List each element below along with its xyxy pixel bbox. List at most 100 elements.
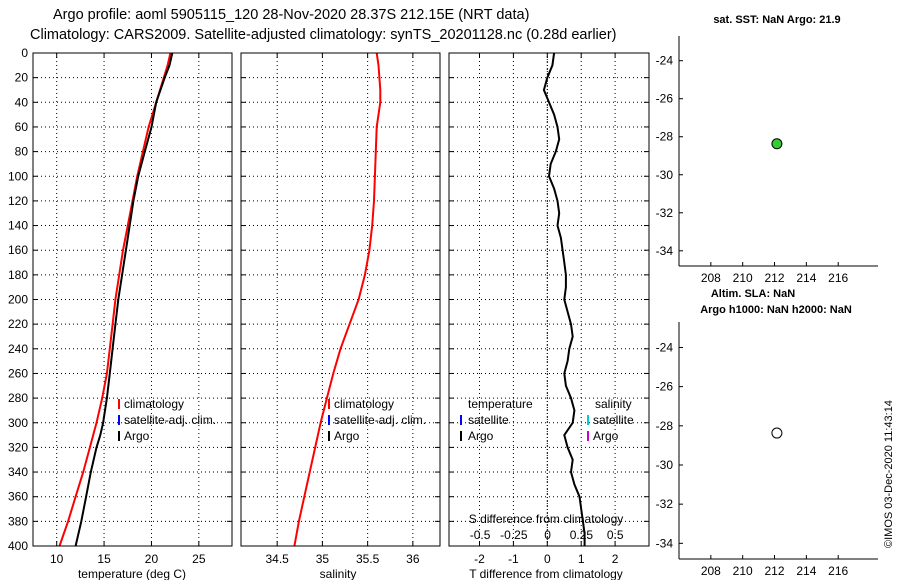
depth-tick-label: 320	[8, 440, 28, 454]
sst-map-panel: sat. SST: NaN Argo: 21.9 208 210 212 214 216…	[656, 14, 878, 285]
sst-map-points	[771, 138, 783, 150]
map-y-tick-label: -34	[656, 536, 674, 550]
legend-swatch-t-argo	[460, 431, 462, 441]
depth-tick-label: 360	[8, 490, 28, 504]
temperature-grid	[33, 52, 232, 547]
salinity-grid	[241, 52, 440, 547]
series-line-argo	[74, 52, 174, 547]
legend-label-s-satellite: satellite	[593, 413, 634, 427]
temperature-panel: 10 15 20 25 0 20 40 60 80 100 120 140 160 180 200 220 2…	[8, 46, 233, 580]
title-line-2: Climatology: CARS2009. Satellite-adjuste…	[30, 27, 617, 43]
map-y-tick-label: -32	[656, 206, 674, 220]
depth-tick-label: 240	[8, 342, 28, 356]
legend-swatch-climatology	[328, 399, 330, 409]
legend-swatch-argo	[118, 431, 120, 441]
temperature-xlabel: temperature (deg C)	[78, 567, 186, 580]
depth-tick-label: 280	[8, 391, 28, 405]
map-x-tick-label: 208	[701, 564, 721, 578]
x-tick-label: 1	[578, 552, 585, 566]
map-x-tick-label: 214	[796, 271, 816, 285]
salinity-difference-tick-label: -0.25	[500, 528, 528, 542]
depth-tick-label: 160	[8, 243, 28, 257]
imos-timestamp: ©IMOS 03-Dec-2020 11:43:14	[883, 400, 895, 548]
salinity-difference-tick-label: 0	[544, 528, 551, 542]
sla-map-subtitle: Argo h1000: NaN h2000: NaN	[700, 304, 852, 316]
depth-tick-label: 260	[8, 366, 28, 380]
legend-swatch-satellite	[118, 415, 120, 425]
sla-map-panel: Altim. SLA: NaN Argo h1000: NaN h2000: N…	[656, 288, 878, 578]
temperature-x-ticks: 10 15 20 25	[33, 52, 232, 566]
depth-tick-label: 140	[8, 219, 28, 233]
difference-x-ticks: -2 -1 0 1 2	[449, 52, 649, 566]
x-tick-label: 20	[145, 552, 159, 566]
depth-tick-label: 400	[8, 539, 28, 553]
series-line-climatology	[293, 52, 382, 547]
map-y-tick-label: -28	[656, 419, 674, 433]
depth-tick-label: 20	[15, 71, 29, 85]
depth-tick-label: 60	[15, 120, 29, 134]
legend-label-climatology: climatology	[124, 397, 184, 411]
map-y-tick-label: -26	[656, 380, 674, 394]
legend-label-argo: Argo	[334, 429, 360, 443]
series-line-t-difference-argo-	[542, 52, 586, 546]
x-tick-label: 36	[406, 552, 420, 566]
x-tick-label: 2	[612, 552, 619, 566]
depth-tick-label: 220	[8, 317, 28, 331]
map-x-tick-label: 216	[828, 564, 848, 578]
legend-swatch-climatology	[118, 399, 120, 409]
x-tick-label: 10	[50, 552, 64, 566]
map-x-tick-label: 210	[733, 564, 753, 578]
series-line-climatology	[58, 52, 172, 547]
map-x-tick-label: 216	[828, 271, 848, 285]
legend-label-t-argo: Argo	[468, 429, 494, 443]
x-tick-label: -1	[508, 552, 519, 566]
salinity-legend: climatology satellite-adj. clim. Argo	[328, 397, 426, 443]
difference-grid	[449, 52, 649, 547]
legend-label-s-argo: Argo	[593, 429, 619, 443]
depth-tick-label: 380	[8, 514, 28, 528]
salinity-difference-tick-label: 0.25	[570, 528, 594, 542]
difference-series	[542, 52, 586, 546]
sst-map-title: sat. SST: NaN Argo: 21.9	[713, 14, 840, 26]
map-x-tick-label: 208	[701, 271, 721, 285]
x-tick-label: 0	[544, 552, 551, 566]
salinity-difference-ticks: -0.5 -0.25 0 0.25 0.5	[470, 528, 624, 542]
legend-swatch-satellite	[328, 415, 330, 425]
map-x-tick-label: 210	[733, 271, 753, 285]
depth-tick-label: 80	[15, 145, 29, 159]
salinity-series	[293, 52, 382, 547]
salinity-xlabel: salinity	[320, 567, 357, 580]
depth-tick-label: 40	[15, 95, 29, 109]
map-x-tick-label: 212	[765, 271, 785, 285]
t-difference-xlabel: T difference from climatology	[469, 567, 623, 580]
difference-panel: -2 -1 0 1 2 -0.5 -0.25 0 0.25 0.5 S difference f…	[448, 52, 650, 580]
temperature-axes-frame	[32, 52, 233, 547]
legend-label-t-satellite: satellite	[468, 413, 509, 427]
legend-heading-temperature: temperature	[468, 397, 533, 411]
legend-heading-salinity: salinity	[595, 397, 632, 411]
map-y-tick-label: -30	[656, 458, 674, 472]
map-y-tick-label: -24	[656, 340, 674, 354]
salinity-difference-tick-label: 0.5	[607, 528, 624, 542]
title-line-1: Argo profile: aoml 5905115_120 28-Nov-20…	[53, 7, 529, 23]
salinity-axes-frame	[240, 52, 441, 547]
argo-position-marker	[771, 138, 783, 150]
depth-tick-label: 300	[8, 416, 28, 430]
map-y-tick-label: -24	[656, 54, 674, 68]
map-y-tick-label: -26	[656, 92, 674, 106]
x-tick-label: 35.5	[356, 552, 380, 566]
legend-label-argo: Argo	[124, 429, 150, 443]
sla-map-ticks: 208 210 212 214 216 -24 -26 -28 -30 -32 -34	[656, 340, 849, 578]
s-difference-label: S difference from climatology	[469, 512, 624, 526]
salinity-panel: 34.5 35 35.5 36 salinity climatology satell…	[240, 52, 441, 580]
legend-label-satellite: satellite-adj. clim.	[124, 413, 216, 427]
temperature-legend: climatology satellite-adj. clim. Argo	[118, 397, 216, 443]
map-x-tick-label: 214	[796, 564, 816, 578]
sla-map-title: Altim. SLA: NaN	[711, 288, 795, 300]
depth-tick-label: 200	[8, 293, 28, 307]
map-y-tick-label: -30	[656, 168, 674, 182]
map-y-tick-label: -28	[656, 130, 674, 144]
x-tick-label: 15	[97, 552, 111, 566]
difference-legend-salinity: salinity satellite Argo	[587, 397, 634, 443]
